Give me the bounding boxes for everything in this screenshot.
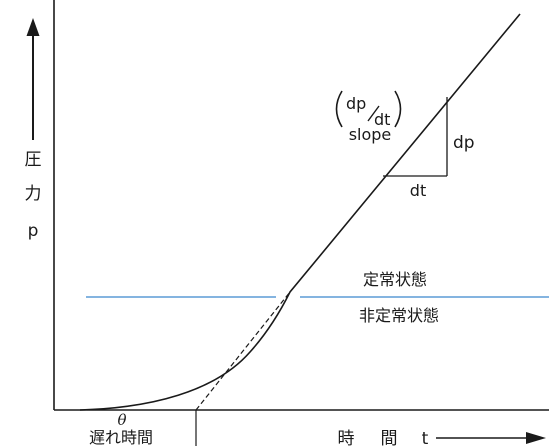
unsteady-state-label: 非定常状態 (359, 306, 439, 325)
left-paren (335, 90, 343, 128)
triangle-dp-label: dp (453, 133, 475, 153)
slope-annotation: dp dt slope (335, 90, 402, 144)
slope-numerator: dp (346, 94, 366, 113)
triangle-dt-label: dt (410, 181, 426, 200)
right-paren (394, 90, 402, 128)
delay-theta-symbol: θ (117, 411, 126, 429)
y-axis-label-char-1: 圧 (25, 150, 42, 170)
time-label-char-2: 間 (381, 429, 398, 446)
slope-word: slope (349, 125, 392, 144)
y-axis-label-char-2: 力 (25, 184, 42, 204)
y-axis-label-char-3: p (28, 221, 39, 241)
slope-triangle (383, 97, 448, 177)
pressure-curve (79, 13, 521, 411)
slope-fraction-bar (367, 105, 380, 122)
time-label-var: t (422, 429, 429, 446)
time-label-char-1: 時 (338, 429, 355, 446)
delay-time-label: 遅れ時間 (89, 428, 153, 446)
slope-denominator: dt (374, 110, 390, 129)
time-axis-arrow (436, 432, 546, 444)
steady-state-label: 定常状態 (363, 270, 427, 289)
extrapolation-dashed-line (195, 291, 291, 411)
y-axis-arrow (26, 18, 40, 140)
